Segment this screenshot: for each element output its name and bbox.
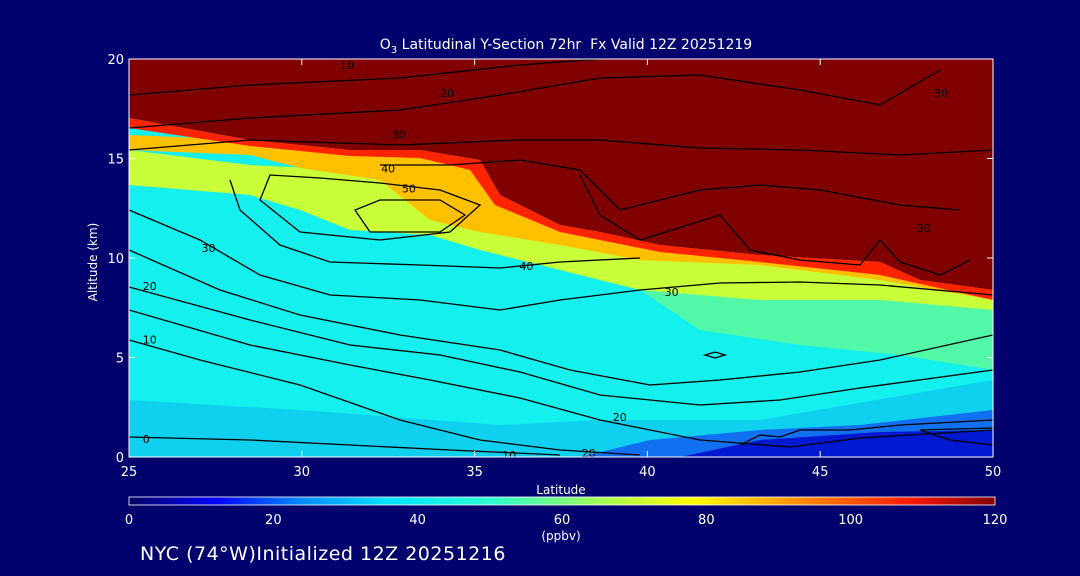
x-tick-label: 30 (294, 465, 311, 480)
chart-title: O3 Latitudinal Y-Section 72hr Fx Valid 1… (380, 37, 752, 56)
contour-label: 40 (381, 162, 395, 175)
contour-label: 0 (143, 433, 150, 446)
contour-label: 20 (440, 87, 454, 100)
contour-40 (229, 179, 641, 269)
footer-initialized: Initialized 12Z 20251216 (256, 543, 506, 565)
footer-info: NYC (74°W)Initialized 12Z 20251216 (140, 543, 506, 565)
contour-label: 20 (143, 280, 157, 293)
colorbar-tick-label: 20 (265, 513, 282, 528)
contour-label: 10 (143, 334, 157, 347)
upper-transition-region (129, 150, 993, 310)
colorbar (128, 496, 996, 506)
contour-label: 10 (340, 59, 354, 72)
contour-label: 30 (392, 129, 406, 142)
stratosphere-region (129, 59, 993, 290)
contour-30 (129, 209, 993, 311)
contour-upper-30 (129, 69, 941, 129)
contour-upper-40 (129, 139, 993, 156)
contour-label: 10 (502, 449, 516, 462)
y-tick-label: 10 (107, 252, 124, 267)
x-tick-label: 25 (121, 465, 138, 480)
contour-label: 50 (402, 182, 416, 195)
colorbar-tick-label: 100 (838, 513, 863, 528)
contour-label: 30 (665, 286, 679, 299)
y-tick-label: 20 (107, 53, 124, 68)
contour-low-east-b (919, 427, 993, 446)
contour-lines (129, 59, 993, 456)
contour-surface (129, 436, 561, 456)
contour-label: 30 (934, 87, 948, 100)
contour-low-east (739, 419, 993, 446)
colorbar-ticks: 0 20 40 60 80 100 120 (125, 513, 1008, 528)
x-axis: 25 30 35 40 45 50 (121, 59, 1002, 480)
contour-60 (354, 199, 467, 233)
contour-10 (129, 339, 641, 456)
contour-upper-20 (129, 59, 601, 96)
colorbar-tick-label: 40 (409, 513, 426, 528)
y-tick-label: 15 (107, 153, 124, 168)
contour-20-b (129, 249, 993, 386)
x-tick-label: 50 (985, 465, 1002, 480)
colorbar-tick-label: 60 (554, 513, 571, 528)
tropopause-edge (129, 118, 993, 300)
x-tick-label: 40 (639, 465, 656, 480)
y-tick-label: 5 (116, 352, 124, 367)
contour-label: 30 (917, 222, 931, 235)
colorbar-unit: (ppbv) (541, 529, 580, 543)
y-axis-label: Altitude (km) (86, 223, 100, 302)
contour-label: 40 (519, 260, 533, 273)
plot-area: 10 20 30 40 50 30 20 10 0 40 30 20 20 10 30 30 (129, 59, 993, 462)
x-tick-label: 45 (812, 465, 829, 480)
y-axis: 0 5 10 15 20 (107, 53, 993, 466)
contour-10-b (129, 309, 993, 448)
x-axis-label: Latitude (536, 483, 585, 497)
contour-island (702, 351, 728, 359)
y-tick-label: 0 (116, 451, 124, 466)
contour-upper-50 (380, 159, 961, 211)
contour-upper-60 (579, 174, 971, 276)
contour-20 (129, 286, 993, 406)
lowest-ozone-region (680, 430, 993, 457)
contour-label: 20 (613, 411, 627, 424)
colorbar-tick-label: 80 (698, 513, 715, 528)
contour-label: 20 (582, 447, 596, 460)
x-tick-label: 35 (466, 465, 483, 480)
contour-label: 30 (201, 242, 215, 255)
colorbar-tick-label: 120 (983, 513, 1008, 528)
colorbar-tick-label: 0 (125, 513, 133, 528)
footer-location: NYC (74°W) (140, 543, 257, 565)
contour-50 (259, 174, 482, 241)
